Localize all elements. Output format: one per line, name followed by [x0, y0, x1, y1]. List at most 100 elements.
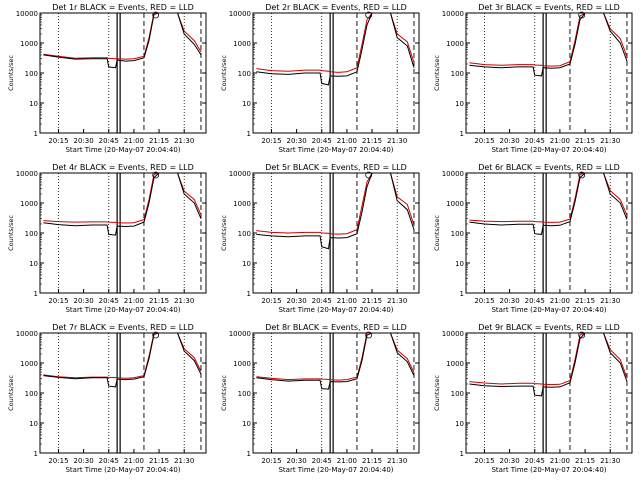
x-tick-label: 20:45 [312, 297, 332, 305]
events-series-line [469, 172, 628, 235]
detector-panel: 1 10 100 1000 10000 20:15 20:30 20:45 21:00 21:15… [433, 323, 633, 474]
x-tick-label: 20:45 [525, 137, 545, 145]
x-tick-label: 20:30 [287, 457, 307, 465]
detector-panel: 1 10 100 1000 10000 20:15 20:30 20:45 21:00 21:15… [220, 3, 420, 154]
x-tick-label: 21:00 [124, 297, 144, 305]
y-tick-label: 10000 [442, 10, 464, 18]
y-tick-label: 10 [29, 100, 38, 108]
x-tick-label: 21:00 [550, 297, 570, 305]
detector-panel: 1 10 100 1000 10000 20:15 20:30 20:45 21:00 21:15… [433, 163, 633, 314]
y-tick-label: 10000 [442, 170, 464, 178]
y-tick-label: 10 [455, 420, 464, 428]
y-tick-label: 100 [238, 70, 251, 78]
panel-ylabel: Counts/sec [433, 215, 441, 251]
x-tick-label: 20:45 [312, 137, 332, 145]
x-tick-label: 20:30 [500, 297, 520, 305]
y-tick-label: 1000 [233, 40, 251, 48]
y-tick-label: 10 [242, 420, 251, 428]
lld-series-line [469, 332, 628, 386]
x-tick-label: 20:15 [48, 457, 68, 465]
y-tick-label: 100 [25, 70, 38, 78]
events-series-line [43, 172, 202, 236]
x-tick-label: 21:00 [124, 457, 144, 465]
x-tick-label: 20:45 [99, 137, 119, 145]
plot-frame [39, 172, 207, 294]
panel-title: Det 5r BLACK = Events, RED = LLD [265, 163, 407, 172]
y-tick-label: 1 [460, 130, 464, 138]
detector-panel: 1 10 100 1000 10000 20:15 20:30 20:45 21:00 21:15… [7, 323, 207, 474]
panel-title: Det 1r BLACK = Events, RED = LLD [52, 3, 194, 12]
panel-ylabel: Counts/sec [433, 55, 441, 91]
panel-xlabel: Start Time (20-May-07 20:04:40) [65, 466, 180, 474]
y-tick-label: 1000 [20, 200, 38, 208]
plot-frame [39, 12, 207, 134]
y-tick-label: 10 [455, 260, 464, 268]
panel-ylabel: Counts/sec [220, 55, 228, 91]
y-tick-label: 100 [451, 70, 464, 78]
x-tick-label: 21:00 [550, 137, 570, 145]
lld-series-line [256, 172, 415, 235]
x-tick-label: 21:00 [337, 297, 357, 305]
x-tick-label: 20:45 [312, 457, 332, 465]
detector-panel: 1 10 100 1000 10000 20:15 20:30 20:45 21:00 21:15… [220, 323, 420, 474]
y-tick-label: 10000 [229, 330, 251, 338]
panel-xlabel: Start Time (20-May-07 20:04:40) [65, 146, 180, 154]
y-tick-label: 10000 [16, 330, 38, 338]
y-tick-label: 10 [29, 260, 38, 268]
y-tick-label: 100 [238, 230, 251, 238]
events-series-line [43, 12, 202, 69]
panel-ylabel: Counts/sec [220, 375, 228, 411]
lld-series-line [43, 12, 202, 60]
panel-xlabel: Start Time (20-May-07 20:04:40) [491, 466, 606, 474]
peak-marker [365, 331, 373, 339]
panel-title: Det 3r BLACK = Events, RED = LLD [478, 3, 620, 12]
y-tick-label: 10000 [229, 10, 251, 18]
y-tick-label: 10 [455, 100, 464, 108]
x-tick-label: 20:30 [74, 297, 94, 305]
x-tick-label: 21:15 [575, 457, 595, 465]
peak-marker [365, 11, 373, 19]
panel-title: Det 7r BLACK = Events, RED = LLD [52, 323, 194, 332]
y-tick-label: 100 [25, 230, 38, 238]
panel-title: Det 2r BLACK = Events, RED = LLD [265, 3, 407, 12]
x-tick-label: 21:15 [362, 457, 382, 465]
y-tick-label: 1 [460, 450, 464, 458]
events-series-line [469, 12, 628, 77]
events-series-line [256, 332, 415, 390]
events-series-line [256, 12, 415, 86]
detector-panel: 1 10 100 1000 10000 20:15 20:30 20:45 21:00 21:15… [220, 163, 420, 314]
peak-marker [578, 331, 586, 339]
plot-frame [252, 12, 420, 134]
x-tick-label: 20:30 [74, 137, 94, 145]
x-tick-label: 20:45 [99, 457, 119, 465]
lld-series-line [43, 172, 202, 224]
x-tick-label: 21:00 [337, 137, 357, 145]
x-tick-label: 21:30 [174, 297, 194, 305]
x-tick-label: 20:15 [474, 137, 494, 145]
peak-marker [578, 171, 586, 179]
panel-xlabel: Start Time (20-May-07 20:04:40) [278, 146, 393, 154]
panel-title: Det 9r BLACK = Events, RED = LLD [478, 323, 620, 332]
lld-series-line [469, 172, 628, 223]
x-tick-label: 21:30 [174, 137, 194, 145]
panel-title: Det 4r BLACK = Events, RED = LLD [52, 163, 194, 172]
x-tick-label: 20:15 [261, 457, 281, 465]
peak-marker [152, 171, 160, 179]
y-tick-label: 10000 [16, 170, 38, 178]
panel-title: Det 8r BLACK = Events, RED = LLD [265, 323, 407, 332]
peak-marker [152, 331, 160, 339]
y-tick-label: 100 [451, 230, 464, 238]
x-tick-label: 20:30 [74, 457, 94, 465]
plot-frame [465, 332, 633, 454]
y-tick-label: 1000 [20, 40, 38, 48]
x-tick-label: 21:30 [600, 137, 620, 145]
y-tick-label: 1000 [446, 40, 464, 48]
panel-ylabel: Counts/sec [433, 375, 441, 411]
x-tick-label: 20:15 [48, 137, 68, 145]
lld-series-line [43, 332, 202, 379]
y-tick-label: 1 [247, 450, 251, 458]
panel-ylabel: Counts/sec [220, 215, 228, 251]
y-tick-label: 1000 [446, 200, 464, 208]
x-tick-label: 21:15 [362, 297, 382, 305]
